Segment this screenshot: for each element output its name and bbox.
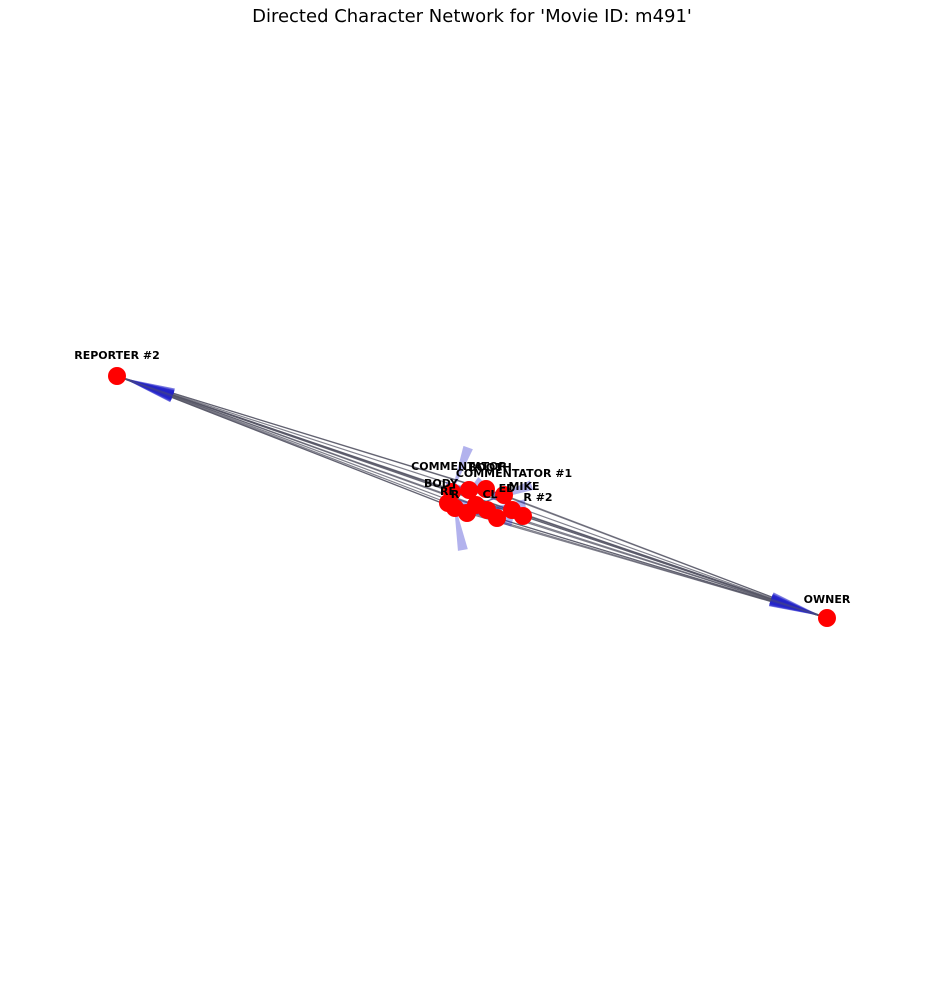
node-label-owner: OWNER xyxy=(804,593,851,606)
node-label-commentator: COMMENTATOR xyxy=(411,460,507,473)
node-label-reporter2: REPORTER #2 xyxy=(74,349,160,362)
node-label-mike: MIKE xyxy=(508,480,539,493)
edge-re-owner xyxy=(454,507,819,617)
edge-n14-owner xyxy=(475,504,819,616)
edge-n13-owner xyxy=(511,509,819,616)
arrowhead-mike-owner xyxy=(770,592,819,615)
node-label-body: BODY xyxy=(424,477,459,490)
arrowhead-commentator1-owner xyxy=(770,592,819,615)
edge-mike-owner xyxy=(503,494,819,616)
node-mike[interactable] xyxy=(495,486,513,504)
node-label-re: RE xyxy=(440,485,456,498)
node-owner[interactable] xyxy=(818,609,836,627)
edge-mike-reporter2 xyxy=(125,378,505,496)
node-label-r2: R #2 xyxy=(523,491,552,504)
arrowhead-n14-owner xyxy=(769,595,819,616)
nodes-layer xyxy=(108,367,836,627)
edge-re-reporter2 xyxy=(125,378,456,509)
arrowhead-n14-reporter2 xyxy=(125,379,175,401)
node-reporter2[interactable] xyxy=(108,367,126,385)
edge-n14-reporter2 xyxy=(125,378,477,506)
arrowhead-commentator-body xyxy=(451,445,473,495)
arrowhead-r1-reporter2 xyxy=(125,379,174,403)
arrowhead-n13-owner xyxy=(769,594,819,616)
arrowhead-re-reporter2 xyxy=(125,379,174,403)
node-label-r1: R xyxy=(451,488,460,501)
arrowhead-body-reporter2 xyxy=(125,379,174,402)
node-commentator1[interactable] xyxy=(477,480,495,498)
edges-layer xyxy=(116,375,828,619)
node-n14[interactable] xyxy=(467,496,485,514)
node-label-cl: CL xyxy=(482,488,497,501)
edge-cl-reporter2 xyxy=(125,378,498,519)
node-label-commentator1: COMMENTATOR #1 xyxy=(456,467,572,480)
node-label-booth: BOOTH xyxy=(468,461,512,474)
arrowhead-r2-owner xyxy=(769,594,819,616)
node-label-ed: ED xyxy=(499,482,516,495)
node-n13[interactable] xyxy=(503,501,521,519)
edge-booth-reporter2 xyxy=(125,378,470,491)
chart-title: Directed Character Network for 'Movie ID… xyxy=(252,6,692,27)
node-booth[interactable] xyxy=(460,481,478,499)
node-re[interactable] xyxy=(446,499,464,517)
